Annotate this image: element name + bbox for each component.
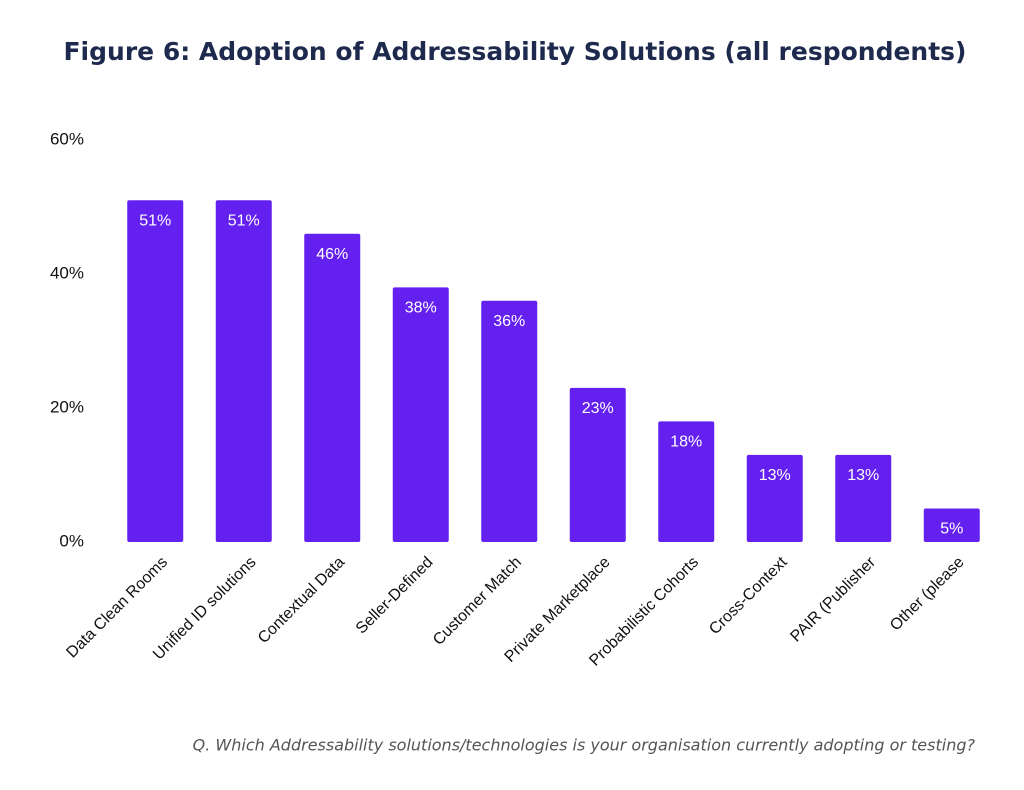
value-label: 51% [228, 213, 260, 230]
x-tick-label: Contextual Data [255, 554, 348, 647]
x-tick-label: Customer Match [430, 554, 525, 649]
bar [658, 421, 715, 542]
bar [127, 200, 184, 543]
x-tick-label: PAIR (Publisher [787, 553, 879, 645]
caption: Q. Which Addressability solutions/techno… [193, 736, 976, 755]
bar [215, 200, 272, 543]
bar [481, 300, 538, 542]
value-label: 23% [582, 400, 614, 417]
bar [569, 387, 626, 542]
value-label: 38% [405, 300, 437, 317]
value-label: 13% [847, 467, 879, 484]
value-label: 18% [670, 434, 702, 451]
value-label: 13% [759, 467, 791, 484]
value-label: 46% [316, 246, 348, 263]
y-tick-label: 40% [50, 263, 84, 282]
bar [304, 233, 361, 543]
value-label: 51% [139, 213, 171, 230]
y-tick-label: 0% [59, 531, 84, 550]
x-tick-label: Seller-Defined [353, 554, 437, 638]
bar [923, 508, 980, 542]
x-tick-label: Other (please [887, 554, 968, 635]
value-label: 5% [940, 521, 963, 538]
y-tick-label: 20% [50, 397, 84, 416]
y-tick-label: 60% [50, 129, 84, 148]
bar [746, 454, 803, 542]
bar [835, 454, 892, 542]
value-label: 36% [493, 313, 525, 330]
chart-title: Figure 6: Adoption of Addressability Sol… [63, 37, 966, 66]
bar [392, 287, 449, 542]
x-tick-label: Cross-Context [706, 553, 791, 638]
